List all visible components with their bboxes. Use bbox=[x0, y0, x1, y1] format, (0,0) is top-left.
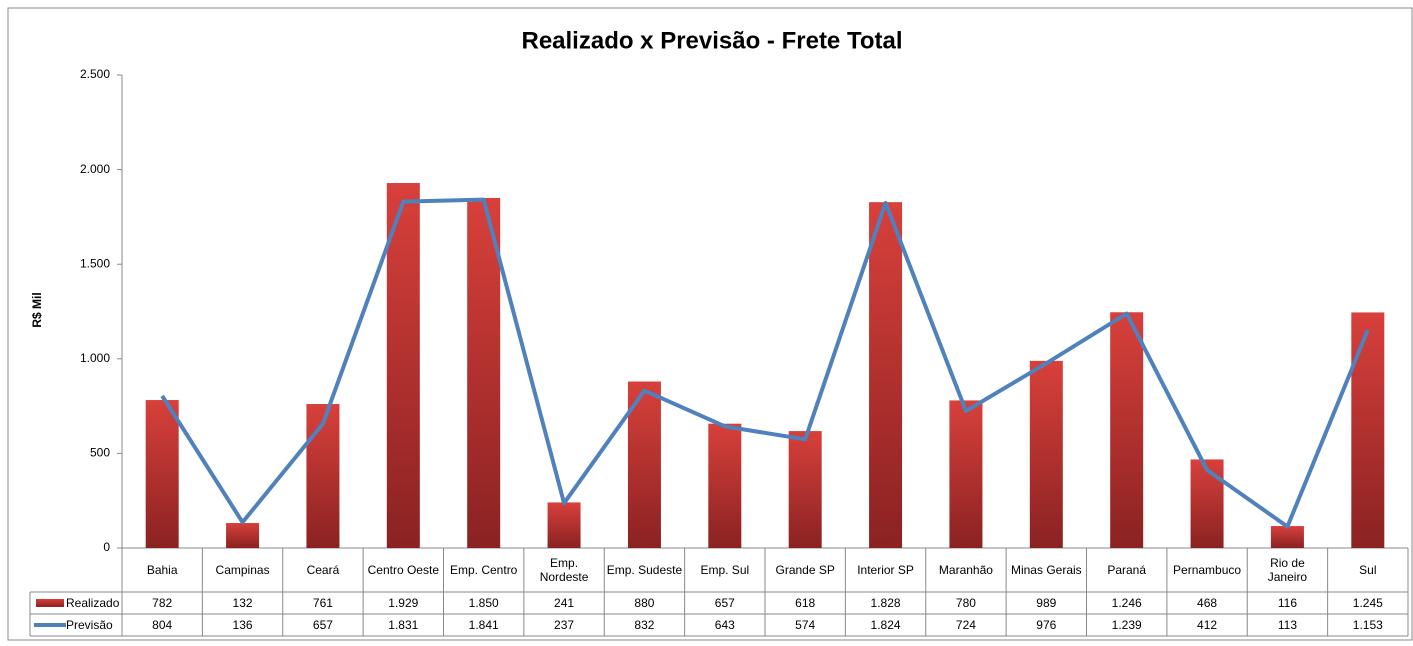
category-label-box: Emp. Sudeste bbox=[606, 563, 683, 577]
value-label: 113 bbox=[1278, 618, 1297, 632]
value-label: 1.246 bbox=[1112, 596, 1142, 610]
bar bbox=[788, 431, 822, 548]
value-label: 618 bbox=[795, 596, 815, 610]
value-label: 1.831 bbox=[388, 618, 418, 632]
category-label-box: Paraná bbox=[1107, 563, 1147, 577]
line bbox=[160, 197, 1370, 529]
category-label: Maranhão bbox=[938, 563, 993, 577]
legend-label: Previsão bbox=[66, 618, 113, 632]
bar bbox=[869, 202, 903, 548]
category-label: Paraná bbox=[1107, 563, 1147, 577]
value-label: 804 bbox=[152, 618, 172, 632]
value-label: 643 bbox=[715, 618, 735, 632]
value-label: 132 bbox=[233, 596, 253, 610]
bar bbox=[1029, 360, 1063, 548]
category-label: Emp. Nordeste bbox=[539, 556, 589, 584]
y-tick-label: 2.000 bbox=[80, 162, 110, 176]
bar bbox=[1190, 459, 1224, 548]
bar bbox=[708, 423, 742, 548]
value-label: 782 bbox=[152, 596, 172, 610]
legend-label: Realizado bbox=[66, 596, 120, 610]
category-label: Emp. Centro bbox=[450, 563, 518, 577]
bar bbox=[306, 404, 340, 548]
category-label: Ceará bbox=[306, 563, 340, 577]
bar bbox=[145, 400, 179, 548]
value-label: 880 bbox=[634, 596, 654, 610]
value-label: 832 bbox=[634, 618, 654, 632]
value-label: 780 bbox=[956, 596, 976, 610]
bar bbox=[547, 502, 581, 548]
value-label: 241 bbox=[554, 596, 574, 610]
value-label: 1.153 bbox=[1353, 618, 1383, 632]
category-label-box: Maranhão bbox=[938, 563, 993, 577]
category-label-box: Bahia bbox=[146, 563, 178, 577]
value-label: 657 bbox=[715, 596, 735, 610]
value-label: 989 bbox=[1036, 596, 1056, 610]
bar bbox=[1351, 312, 1385, 548]
bar bbox=[467, 197, 501, 549]
category-label: Interior SP bbox=[857, 563, 914, 577]
category-label: Centro Oeste bbox=[367, 563, 439, 577]
category-label-box: Sul bbox=[1359, 563, 1377, 577]
category-label: Emp. Sudeste bbox=[606, 563, 683, 577]
value-label: 657 bbox=[313, 618, 333, 632]
category-label-box: Emp. Sul bbox=[700, 563, 750, 577]
value-label: 116 bbox=[1278, 596, 1297, 610]
category-label: Sul bbox=[1359, 563, 1377, 577]
value-label: 1.245 bbox=[1353, 596, 1383, 610]
value-label: 1.841 bbox=[469, 618, 499, 632]
value-label: 468 bbox=[1197, 596, 1217, 610]
value-label: 1.239 bbox=[1112, 618, 1142, 632]
category-label-box: Pernambuco bbox=[1173, 563, 1242, 577]
value-label: 1.828 bbox=[871, 596, 901, 610]
value-label: 412 bbox=[1197, 618, 1217, 632]
category-label: Grande SP bbox=[775, 563, 835, 577]
category-label: Emp. Sul bbox=[700, 563, 750, 577]
value-label: 1.824 bbox=[871, 618, 901, 632]
y-tick-label: 0 bbox=[103, 540, 110, 554]
bar bbox=[1110, 312, 1144, 548]
bar bbox=[386, 183, 420, 548]
y-tick-label: 1.000 bbox=[80, 351, 110, 365]
category-label: Pernambuco bbox=[1173, 563, 1242, 577]
category-label-box: Emp. Nordeste bbox=[539, 556, 589, 584]
chart-title: Realizado x Previsão - Frete Total bbox=[521, 27, 902, 54]
bar bbox=[226, 523, 260, 548]
category-label-box: Rio de Janeiro bbox=[1267, 556, 1308, 584]
value-label: 237 bbox=[554, 618, 574, 632]
category-label-box: Emp. Centro bbox=[450, 563, 518, 577]
value-label: 761 bbox=[313, 596, 333, 610]
category-label-box: Campinas bbox=[215, 563, 270, 577]
y-tick-label: 1.500 bbox=[80, 256, 110, 270]
category-label-box: Grande SP bbox=[775, 563, 835, 577]
y-tick-label: 2.500 bbox=[80, 67, 110, 81]
category-label: Campinas bbox=[215, 563, 270, 577]
category-label-box: Interior SP bbox=[857, 563, 914, 577]
category-label-box: Minas Gerais bbox=[1010, 563, 1082, 577]
category-label: Rio de Janeiro bbox=[1267, 556, 1308, 584]
value-label: 724 bbox=[956, 618, 976, 632]
value-label: 574 bbox=[795, 618, 815, 632]
category-label: Bahia bbox=[146, 563, 178, 577]
value-label: 1.929 bbox=[388, 596, 418, 610]
bar bbox=[1270, 526, 1304, 548]
value-label: 1.850 bbox=[469, 596, 499, 610]
y-tick-label: 500 bbox=[90, 446, 110, 460]
category-label: Minas Gerais bbox=[1010, 563, 1082, 577]
value-label: 136 bbox=[233, 618, 253, 632]
legend-key bbox=[36, 599, 64, 607]
y-axis-label: R$ Mil bbox=[30, 292, 44, 327]
bar bbox=[949, 400, 983, 548]
category-label-box: Centro Oeste bbox=[367, 563, 439, 577]
category-label-box: Ceará bbox=[306, 563, 340, 577]
value-label: 976 bbox=[1036, 618, 1056, 632]
